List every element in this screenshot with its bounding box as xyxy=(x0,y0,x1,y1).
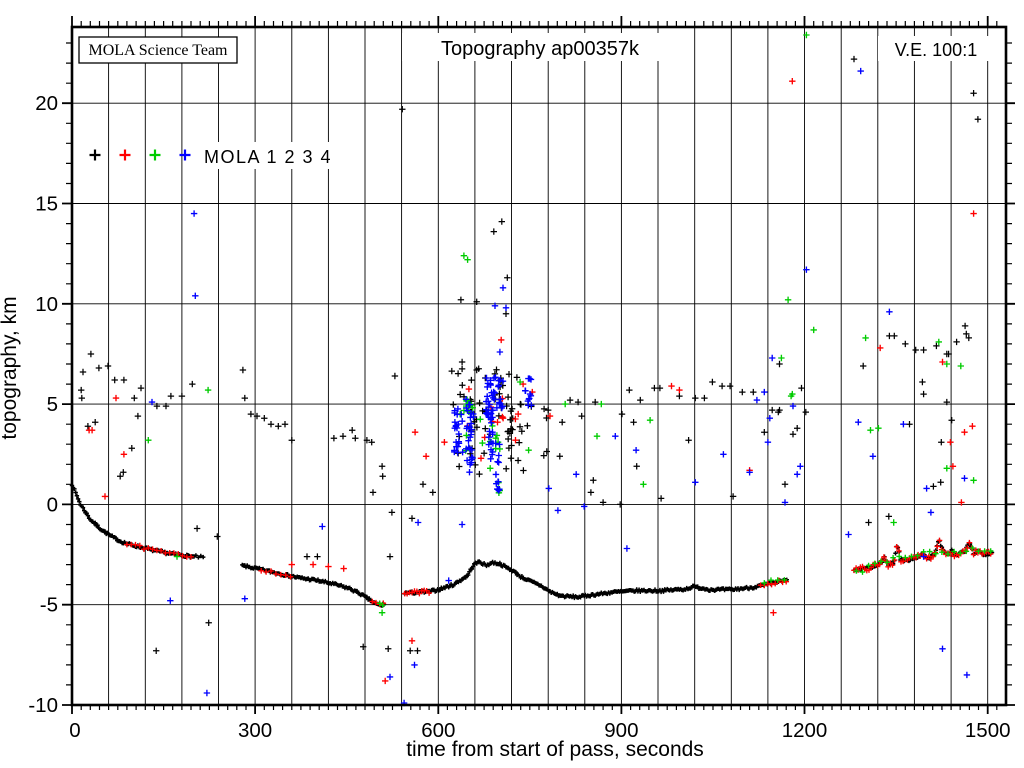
legend-marker-mola-2 xyxy=(119,149,131,161)
tick-labels: 0 300 600 900 1200 1500 -10 -5 0 5 10 15 20 xyxy=(28,92,1010,742)
x-tick-label: 900 xyxy=(604,719,638,742)
minor-ticks xyxy=(66,21,1012,710)
legend: MOLA 1 2 3 4 xyxy=(89,142,336,169)
x-tick-label: 600 xyxy=(421,719,455,742)
legend-text-backing xyxy=(198,142,336,169)
y-tick-label: -5 xyxy=(40,594,58,617)
legend-marker-mola-1 xyxy=(89,149,101,161)
x-tick-label: 0 xyxy=(69,719,80,742)
x-tick-label: 1200 xyxy=(782,719,828,742)
noise-points-blue xyxy=(148,67,971,707)
y-tick-label: 0 xyxy=(47,493,58,516)
legend-marker-mola-3 xyxy=(149,149,161,161)
ve-label-backing xyxy=(878,36,996,61)
y-tick-label: 10 xyxy=(35,293,58,316)
science-team-box-border xyxy=(78,36,238,64)
legend-label: MOLA 1 2 3 4 xyxy=(204,147,332,167)
legend-marker-mola-4 xyxy=(179,149,191,161)
vertical-exaggeration-label: V.E. 100:1 xyxy=(895,40,977,60)
y-tick-label: 15 xyxy=(35,193,58,216)
major-ticks xyxy=(62,16,1015,714)
data-layer xyxy=(69,31,995,707)
science-team-box: MOLA Science Team xyxy=(78,36,238,64)
x-axis-label: time from start of pass, seconds xyxy=(406,738,704,761)
title-backing xyxy=(402,33,678,61)
grid-lines xyxy=(72,27,1006,705)
x-tick-label: 1500 xyxy=(965,719,1011,742)
x-tick-label: 300 xyxy=(238,719,272,742)
y-tick-label: 5 xyxy=(47,393,58,416)
y-axis-label: topography, km xyxy=(0,296,21,439)
chart-title: Topography ap00357k xyxy=(441,38,640,60)
y-tick-label: -10 xyxy=(28,694,58,717)
y-tick-label: 20 xyxy=(35,92,58,115)
science-team-label: MOLA Science Team xyxy=(89,42,229,59)
